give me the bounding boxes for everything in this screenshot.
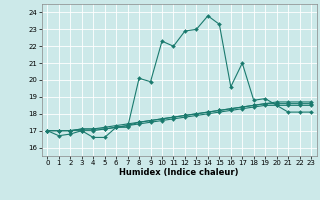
X-axis label: Humidex (Indice chaleur): Humidex (Indice chaleur) <box>119 168 239 177</box>
